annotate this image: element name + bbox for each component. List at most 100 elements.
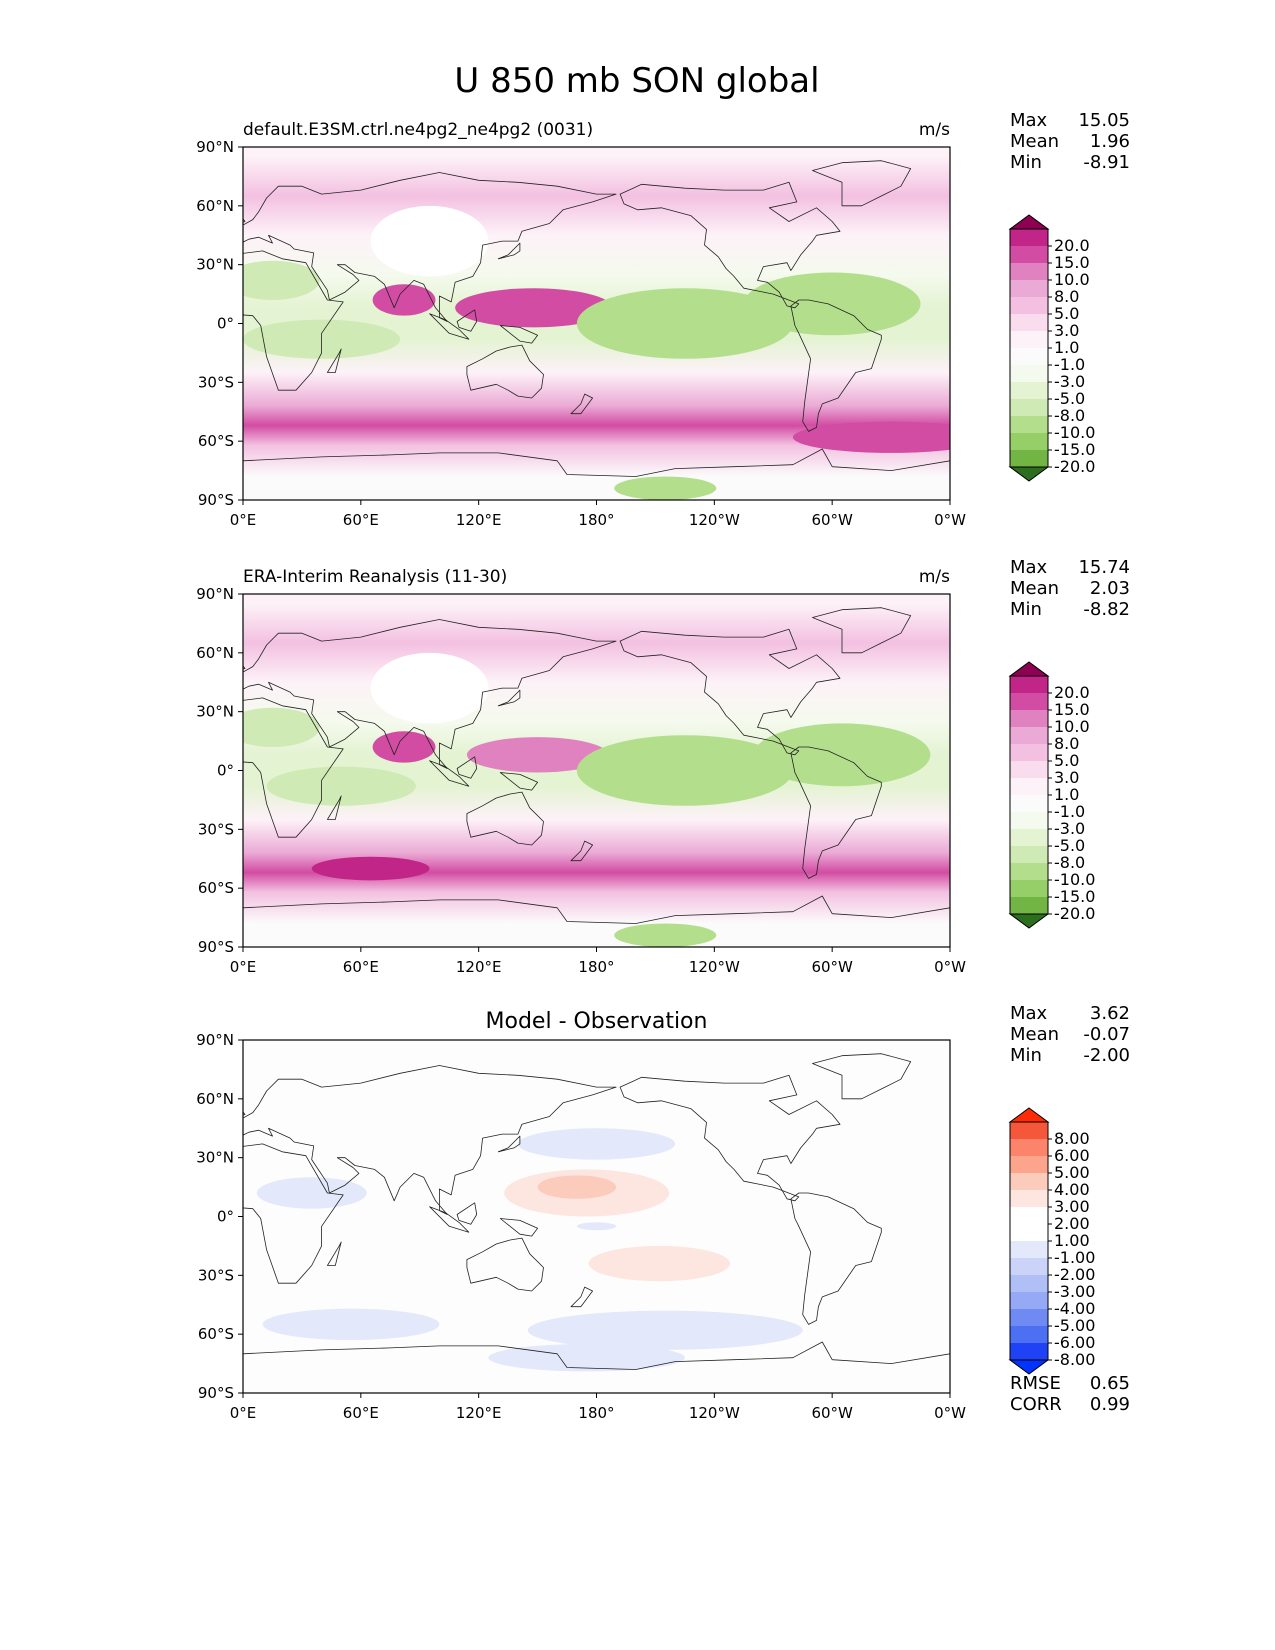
colorbar-segment [1010, 1122, 1048, 1139]
panel-title: default.E3SM.ctrl.ne4pg2_ne4pg2 (0031) [243, 120, 593, 140]
coastline [499, 1218, 538, 1237]
lon-tick-label: 60°E [343, 958, 379, 976]
missing-data-region [370, 205, 489, 277]
contour-region [243, 707, 320, 747]
colorbar-tick-label: -8.0 [1054, 853, 1085, 872]
lon-tick-label: 60°E [343, 511, 379, 529]
coastline [619, 181, 841, 309]
coastline [456, 309, 478, 332]
colorbar-tick-label: -20.0 [1054, 904, 1095, 923]
contour-region [527, 1310, 803, 1350]
lon-tick-label: 60°W [811, 1404, 853, 1422]
lon-tick-label: 120°W [689, 511, 740, 529]
lon-tick-label: 0°E [230, 511, 257, 529]
lat-tick-label: 90°S [198, 1384, 234, 1402]
panel-title: Model - Observation [486, 1009, 708, 1034]
coastline [243, 697, 344, 838]
colorbar-segment [1010, 450, 1048, 467]
colorbar-segment [1010, 812, 1048, 829]
coastline [326, 1241, 342, 1266]
colorbar-segment [1010, 727, 1048, 744]
panel-title: ERA-Interim Reanalysis (11-30) [243, 567, 507, 587]
lon-tick-label: 60°E [343, 1404, 379, 1422]
stat-label: Max [1010, 557, 1048, 578]
coastline [570, 840, 593, 862]
lon-tick-label: 180° [578, 958, 614, 976]
colorbar-tick-label: -4.00 [1054, 1299, 1095, 1318]
coastline [812, 160, 912, 207]
colorbar-segment [1010, 710, 1048, 727]
colorbar-segment [1010, 229, 1048, 246]
colorbar-extend-bottom [1008, 1359, 1050, 1375]
metric-label: RMSE [1010, 1373, 1061, 1394]
coastline [243, 448, 950, 500]
colorbar-tick-label: 3.00 [1054, 1197, 1090, 1216]
colorbar-tick-label: 4.00 [1054, 1180, 1090, 1199]
colorbar-segment [1010, 433, 1048, 450]
contour-region [743, 272, 921, 336]
colorbar-segment [1010, 246, 1048, 263]
colorbar-tick-label: -20.0 [1054, 457, 1095, 476]
colorbar-tick-label: 15.0 [1054, 253, 1090, 272]
units-label: m/s [919, 567, 950, 587]
colorbar-extend-top [1008, 214, 1050, 230]
contour-region [372, 284, 436, 316]
coastline [790, 299, 882, 432]
colorbar-segment [1010, 795, 1048, 812]
units-label: m/s [919, 120, 950, 140]
coastline [243, 619, 617, 769]
coastline [466, 344, 544, 399]
lon-tick-label: 0°E [230, 1404, 257, 1422]
coastline [497, 1135, 521, 1153]
coastline [429, 313, 470, 340]
contour-region [243, 260, 320, 300]
colorbar-tick-label: 8.00 [1054, 1129, 1090, 1148]
lat-tick-label: 0° [217, 762, 234, 780]
contour-region [576, 288, 793, 359]
colorbar-tick-label: 20.0 [1054, 683, 1090, 702]
coastline [790, 746, 882, 879]
stat-value: 1.96 [1090, 131, 1130, 152]
stat-label: Mean [1010, 1024, 1059, 1045]
map-panel-1: 90°N 60°N 30°N 0° 30°S 60°S 90°S 0°E 60°E 120°E 18… [196, 110, 1130, 529]
coastline [466, 1237, 544, 1292]
colorbar-segment [1010, 1156, 1048, 1173]
stat-value: 3.62 [1090, 1003, 1130, 1024]
lon-tick-label: 120°W [689, 958, 740, 976]
metric-value: 0.65 [1090, 1373, 1130, 1394]
coastline [326, 348, 342, 373]
colorbar-segment [1010, 829, 1048, 846]
coastline [812, 1053, 912, 1100]
lat-tick-label: 90°S [198, 491, 234, 509]
missing-data-region [370, 652, 489, 724]
lat-tick-label: 90°N [196, 1031, 234, 1049]
colorbar-segment [1010, 761, 1048, 778]
colorbar-segment [1010, 1258, 1048, 1275]
figure-title: U 850 mb SON global [454, 61, 819, 101]
colorbar-tick-label: -5.0 [1054, 389, 1085, 408]
coastline [243, 250, 344, 391]
stat-value: -8.91 [1083, 152, 1130, 173]
lat-tick-label: 30°N [196, 703, 234, 721]
contour-region [792, 421, 950, 453]
colorbar-tick-label: -10.0 [1054, 423, 1095, 442]
contour-region [614, 923, 717, 947]
lon-tick-label: 180° [578, 1404, 614, 1422]
coastline [497, 242, 521, 260]
lat-tick-label: 60°S [198, 879, 234, 897]
coastline [429, 760, 470, 787]
colorbar-tick-label: -1.0 [1054, 355, 1085, 374]
colorbar-segment [1010, 863, 1048, 880]
coastline [619, 1074, 841, 1202]
coastline [243, 1143, 344, 1284]
coastline [570, 393, 593, 415]
coastline [243, 1065, 617, 1215]
coastlines [243, 160, 950, 500]
contour-region [753, 723, 931, 787]
lat-tick-label: 0° [217, 315, 234, 333]
contour-region [614, 476, 717, 500]
stat-label: Max [1010, 1003, 1048, 1024]
colorbar: 8.006.005.004.003.002.001.00-1.00-2.00-3… [1008, 1107, 1095, 1375]
colorbar-tick-label: 6.00 [1054, 1146, 1090, 1165]
